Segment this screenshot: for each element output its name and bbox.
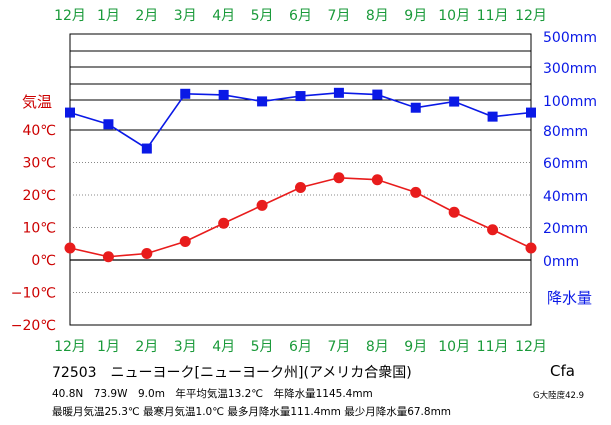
temp-point: [64, 242, 76, 254]
precip-line: [69, 92, 532, 150]
precip-point: [410, 102, 421, 113]
temp-point: [256, 199, 268, 211]
precip-axis-title: 降水量: [547, 289, 592, 307]
month-label-bottom: 6月: [289, 339, 312, 355]
climate-class: Cfa: [550, 362, 575, 380]
month-label-top: 10月: [438, 8, 470, 24]
month-label-top: 4月: [212, 8, 235, 24]
precip-point: [141, 143, 152, 154]
precip-point: [526, 107, 536, 118]
month-label-bottom: 2月: [135, 339, 158, 355]
temp-point: [295, 182, 306, 194]
station-coords-summary: 40.8N 73.9W 9.0m 年平均気温13.2℃ 年降水量1145.4mm: [52, 388, 373, 400]
precip-point: [180, 88, 191, 99]
temp-point: [410, 186, 422, 198]
month-label-top: 11月: [477, 8, 509, 24]
precip-point: [295, 91, 306, 102]
month-label-top: 6月: [289, 8, 312, 24]
month-label-top: 7月: [327, 8, 350, 24]
precip-point: [487, 111, 498, 122]
month-label-top: 3月: [174, 8, 197, 24]
plot-frame: [69, 33, 532, 326]
month-label-top: 12月: [54, 8, 86, 24]
month-label-top: 12月: [515, 8, 547, 24]
precip-tick-label: 300mm: [543, 61, 597, 77]
month-label-top: 9月: [404, 8, 427, 24]
precip-point: [103, 119, 114, 130]
station-title: 72503 ニューヨーク[ニューヨーク州](アメリカ合衆国): [52, 365, 412, 381]
month-label-top: 1月: [97, 8, 120, 24]
temp-tick-label: −20℃: [11, 318, 56, 334]
month-label-bottom: 9月: [404, 339, 427, 355]
temp-point: [333, 172, 345, 184]
temp-tick-label: 0℃: [31, 253, 56, 269]
month-label-bottom: 12月: [54, 339, 86, 355]
month-label-bottom: 3月: [174, 339, 197, 355]
month-label-bottom: 7月: [327, 339, 350, 355]
month-label-top: 8月: [366, 8, 389, 24]
temp-point: [525, 242, 537, 254]
temp-point: [371, 174, 383, 186]
temp-point: [448, 206, 460, 218]
temp-tick-label: −10℃: [11, 286, 56, 302]
precip-point: [333, 87, 344, 98]
temp-point: [141, 248, 153, 259]
precip-tick-label: 40mm: [543, 189, 588, 205]
precip-tick-label: 60mm: [543, 156, 588, 172]
precip-tick-label: 20mm: [543, 221, 588, 237]
temp-point: [102, 251, 114, 263]
month-label-bottom: 12月: [515, 339, 547, 355]
temp-point: [218, 217, 230, 229]
temp-tick-label: 10℃: [22, 221, 56, 237]
temp-axis-title: 気温: [22, 93, 52, 111]
precip-point: [218, 89, 229, 100]
station-extremes-summary: 最暖月気温25.3℃ 最寒月気温1.0℃ 最多月降水量111.4mm 最少月降水…: [52, 406, 452, 418]
month-label-bottom: 8月: [366, 339, 389, 355]
precip-point: [257, 96, 268, 107]
precip-tick-label: 80mm: [543, 124, 588, 140]
precip-point: [372, 89, 383, 100]
month-label-bottom: 10月: [438, 339, 470, 355]
temp-point: [487, 224, 499, 236]
month-label-bottom: 4月: [212, 339, 235, 355]
precip-tick-label: 500mm: [543, 30, 597, 46]
precip-tick-label: 100mm: [543, 94, 597, 110]
temp-tick-label: 20℃: [22, 188, 56, 204]
precip-point: [449, 96, 460, 107]
temp-tick-label: 30℃: [22, 156, 56, 172]
month-label-bottom: 5月: [251, 339, 274, 355]
temp-point: [179, 235, 191, 247]
month-label-top: 5月: [251, 8, 274, 24]
continentality-index: G大陸度42.9: [533, 391, 585, 401]
month-label-bottom: 1月: [97, 339, 120, 355]
temp-tick-label: 40℃: [22, 123, 56, 139]
month-label-bottom: 11月: [477, 339, 509, 355]
precip-point: [65, 107, 75, 118]
month-label-top: 2月: [135, 8, 158, 24]
precip-tick-label: 0mm: [543, 254, 579, 270]
